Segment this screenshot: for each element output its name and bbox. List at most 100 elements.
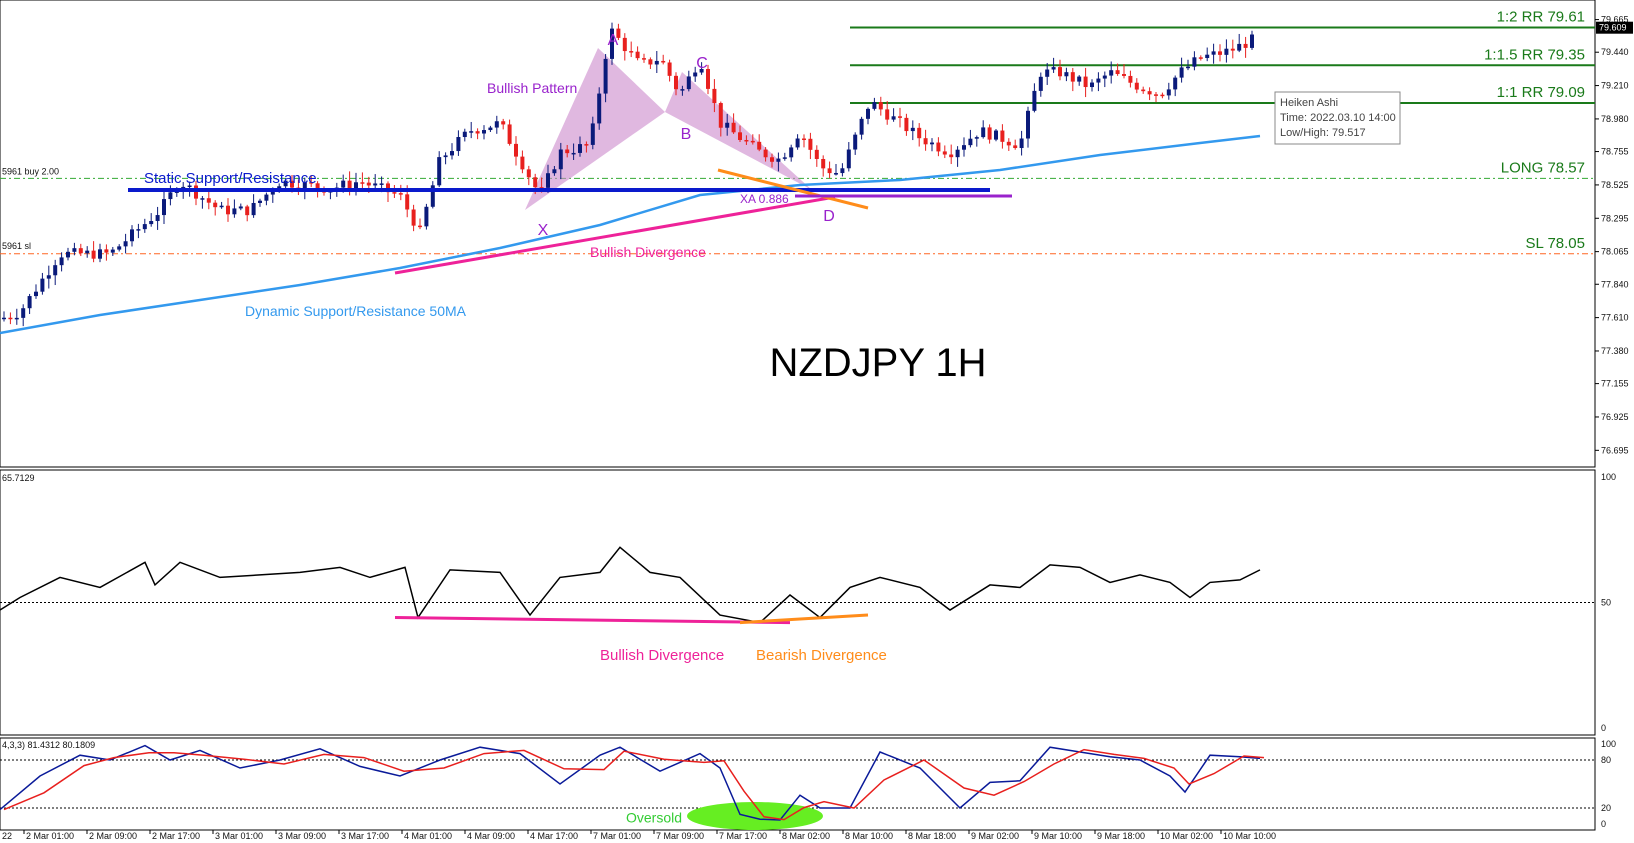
bull-candle (610, 28, 614, 59)
x-tick-label: 10 Mar 02:00 (1160, 831, 1213, 841)
bull-candle (130, 229, 134, 242)
bear-candle (1154, 94, 1158, 96)
bull-candle (142, 224, 147, 230)
bull-candle (1186, 66, 1190, 69)
bull-candle (162, 199, 166, 216)
bull-candle (110, 249, 115, 253)
dynamic-sr-label: Dynamic Support/Resistance 50MA (245, 303, 467, 319)
x-tick-label: 7 Mar 09:00 (656, 831, 704, 841)
bear-candle (629, 51, 634, 53)
price-tick-label: 77.380 (1601, 346, 1629, 356)
stoch-tick-label: 100 (1601, 739, 1616, 749)
x-tick-label: 8 Mar 10:00 (845, 831, 893, 841)
bull-candle (21, 308, 26, 318)
x-tick-label: 4 Mar 17:00 (530, 831, 578, 841)
rsi-bullish-divergence-line (394, 616, 791, 625)
bear-candle (1058, 67, 1062, 77)
bull-candle (136, 229, 141, 231)
bull-candle (462, 131, 467, 138)
x-tick-label: 7 Mar 17:00 (719, 831, 767, 841)
rsi-header: 65.7129 (2, 473, 35, 483)
bull-candle (981, 127, 986, 138)
bear-candle (1141, 89, 1146, 92)
bull-candle (2, 317, 6, 320)
x-tick-label: 3 Mar 17:00 (341, 831, 389, 841)
bull-candle (558, 149, 563, 170)
bull-candle (968, 138, 973, 146)
bull-candle (552, 169, 557, 174)
point-a-label: A (608, 32, 619, 49)
buy-order-label: 5961 buy 2.00 (2, 166, 59, 176)
stoch-tick-label: 20 (1601, 803, 1611, 813)
bull-candle (994, 130, 998, 140)
x-tick-label: 8 Mar 02:00 (782, 831, 830, 841)
bull-candle (974, 137, 979, 139)
bull-candle (1211, 51, 1216, 55)
level-label: SL 78.05 (1526, 235, 1586, 252)
bear-candle (642, 58, 646, 60)
point-c-label: C (696, 55, 708, 72)
price-tick-label: 79.440 (1601, 47, 1629, 57)
price-tick-label: 76.925 (1601, 412, 1629, 422)
bear-candle (245, 206, 250, 216)
bear-candle (392, 192, 397, 194)
bull-candle (699, 68, 704, 73)
level-label: 1:2 RR 79.61 (1497, 9, 1585, 26)
rsi-bearish-divergence-label: Bearish Divergence (756, 647, 887, 664)
bear-candle (1122, 74, 1126, 76)
bull-candle (430, 185, 435, 207)
rsi-tick-label: 0 (1601, 723, 1606, 733)
bull-candle (1224, 48, 1229, 55)
bull-candle (174, 191, 179, 193)
bull-candle (373, 183, 378, 186)
bull-candle (450, 151, 454, 156)
bull-candle (53, 265, 58, 276)
x-tick-label: 3 Mar 09:00 (278, 831, 326, 841)
bull-candle (494, 121, 499, 128)
bull-candle (59, 257, 64, 266)
bear-candle (1218, 51, 1222, 55)
bull-candle (1038, 76, 1043, 91)
bull-candle (270, 191, 275, 195)
bull-candle (1096, 78, 1101, 83)
bear-candle (290, 180, 294, 188)
bull-candle (1166, 89, 1171, 96)
x-tick-label: 4 Mar 09:00 (467, 831, 515, 841)
bullish-divergence-line (394, 195, 836, 275)
bear-candle (1070, 72, 1075, 82)
bear-candle (514, 143, 518, 157)
x-tick-partial: 22 (2, 831, 12, 841)
price-tick-label: 78.295 (1601, 213, 1629, 223)
bull-candle (1064, 72, 1069, 77)
bull-candle (597, 93, 602, 124)
bear-candle (917, 127, 922, 139)
bear-candle (405, 194, 410, 210)
pattern-xab-triangle (525, 48, 665, 210)
bear-candle (539, 187, 544, 189)
bear-candle (622, 37, 627, 52)
sl-order-label: 5961 sl (2, 241, 31, 251)
price-tick-label: 76.695 (1601, 445, 1629, 455)
bear-candle (744, 139, 749, 142)
bear-candle (635, 51, 640, 59)
xa-label: XA 0.886 (740, 192, 789, 206)
bear-candle (949, 154, 954, 158)
bull-candle (1032, 90, 1037, 111)
bull-candle (34, 291, 38, 297)
bear-candle (565, 149, 570, 154)
bear-candle (533, 177, 538, 188)
bull-candle (846, 149, 851, 169)
orange-trend-line (717, 168, 869, 210)
bull-candle (1051, 67, 1056, 70)
bear-candle (309, 182, 314, 184)
bull-candle (40, 278, 45, 292)
bull-candle (98, 249, 102, 259)
bull-candle (872, 102, 877, 109)
bull-candle (456, 137, 461, 152)
price-tick-label: 77.155 (1601, 379, 1629, 389)
bear-candle (213, 202, 218, 208)
x-tick-label: 9 Mar 18:00 (1097, 831, 1145, 841)
bull-candle (859, 118, 864, 135)
bull-candle (1179, 67, 1184, 78)
